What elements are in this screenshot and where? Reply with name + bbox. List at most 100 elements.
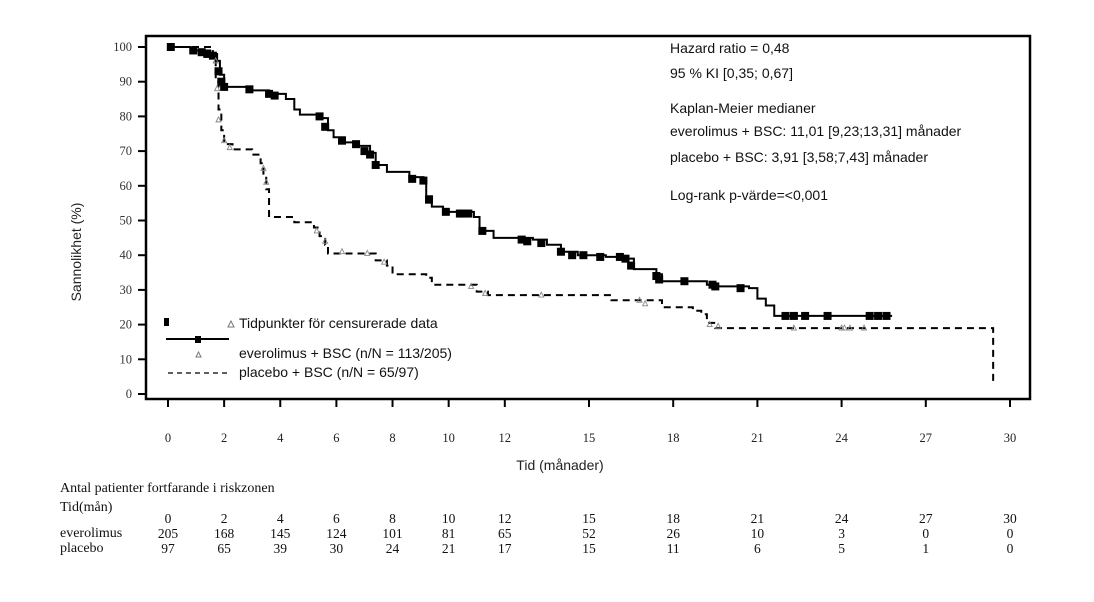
risk-value-cell: 145 xyxy=(270,526,291,541)
risk-value-cell: 39 xyxy=(273,541,288,556)
everolimus-censor-mark xyxy=(781,311,790,320)
risk-time-cell: 21 xyxy=(750,511,765,526)
risk-value-cell: 124 xyxy=(326,526,347,541)
y-axis: 0 10 20 30 40 50 60 70 80 90 100 xyxy=(113,40,146,401)
risk-value-cell: 3 xyxy=(838,526,845,541)
placebo-censor-mark xyxy=(364,249,371,256)
risk-time-cell: 8 xyxy=(389,511,396,526)
everolimus-censor-mark xyxy=(419,176,428,185)
x-tick-label: 12 xyxy=(499,431,512,445)
risk-value-cell: 0 xyxy=(1006,541,1014,556)
x-tick-label: 30 xyxy=(1004,431,1017,445)
x-tick-label: 15 xyxy=(583,431,596,445)
placebo-censor-mark xyxy=(790,324,798,331)
placebo-curve xyxy=(168,46,995,384)
risk-value-cell: 5 xyxy=(838,541,845,556)
everolimus-censor-mark xyxy=(265,89,274,98)
y-tick-label: 90 xyxy=(120,75,133,89)
risk-value-cell: 0 xyxy=(922,526,930,541)
y-tick-label: 80 xyxy=(120,109,133,123)
everolimus-censor-mark xyxy=(338,136,347,145)
everolimus-censor-mark xyxy=(458,209,467,218)
everolimus-censor-mark xyxy=(801,311,810,320)
risk-value-cell: 10 xyxy=(750,526,765,541)
everolimus-censor-mark xyxy=(736,284,745,293)
everolimus-curve xyxy=(168,46,893,317)
everolimus-censor-mark xyxy=(464,209,473,218)
placebo-censor-mark xyxy=(260,164,267,171)
x-tick-label: 24 xyxy=(835,431,848,445)
everolimus-censor-mark xyxy=(217,77,226,86)
risk-row-label-placebo: placebo xyxy=(60,541,104,556)
risk-time-cell: 6 xyxy=(333,511,340,526)
risk-value-cell: 101 xyxy=(382,526,403,541)
x-tick-label: 2 xyxy=(221,431,227,445)
risk-time-cell: 30 xyxy=(1003,511,1017,526)
everolimus-censor-mark xyxy=(615,252,624,261)
y-tick-label: 50 xyxy=(120,214,133,228)
x-tick-label: 21 xyxy=(751,431,764,445)
y-tick-label: 60 xyxy=(120,179,133,193)
risk-value-cell: 65 xyxy=(498,526,512,541)
risk-value-cell: 0 xyxy=(1006,526,1014,541)
legend-censor-label: Tidpunkter för censurerade data xyxy=(239,315,438,331)
risk-value-cell: 97 xyxy=(161,541,175,556)
legend-everolimus-label: everolimus + BSC (n/N = 113/205) xyxy=(239,345,452,361)
risk-time-cell: 15 xyxy=(582,511,596,526)
placebo-censor-mark xyxy=(841,324,848,331)
placebo-censor-mark xyxy=(321,237,329,244)
legend-censor-square-icon xyxy=(164,318,169,326)
legend-placebo-label: placebo + BSC (n/N = 65/97) xyxy=(239,364,419,380)
everolimus-censor-mark xyxy=(874,311,883,320)
y-tick-label: 100 xyxy=(113,40,132,54)
y-tick-label: 20 xyxy=(120,318,133,332)
legend-everolimus-marker-icon xyxy=(195,336,201,343)
placebo-censor-mark xyxy=(714,322,722,329)
x-tick-label: 10 xyxy=(442,431,455,445)
everolimus-censor-mark xyxy=(270,91,279,100)
everolimus-censor-mark xyxy=(441,207,450,216)
risk-value-cell: 24 xyxy=(385,541,400,556)
placebo-censor-mark xyxy=(467,282,475,289)
everolimus-censor-mark xyxy=(478,226,487,235)
risk-value-cell: 26 xyxy=(666,526,680,541)
placebo-censor-mark xyxy=(860,324,868,331)
risk-value-cell: 1 xyxy=(922,541,930,556)
x-axis-label: Tid (månader) xyxy=(516,457,603,473)
risk-time-cell: 18 xyxy=(666,511,680,526)
everolimus-censor-mark xyxy=(189,46,198,55)
x-tick-label: 8 xyxy=(389,431,395,445)
risk-time-cell: 0 xyxy=(164,511,172,526)
placebo-censor-mark xyxy=(846,324,854,331)
risk-value-cell: 15 xyxy=(582,541,596,556)
x-tick-label: 6 xyxy=(333,431,339,445)
everolimus-censor-mark xyxy=(352,140,361,149)
risk-time-cell: 24 xyxy=(834,511,849,526)
x-axis: 0 2 4 6 8 10 12 15 18 21 24 27 30 xyxy=(165,399,1016,445)
risk-value-cell: 17 xyxy=(498,541,512,556)
legend: Tidpunkter för censurerade data everolim… xyxy=(164,315,452,380)
y-tick-label: 30 xyxy=(120,283,133,297)
stats-annotation-line: placebo + BSC: 3,91 [3,58;7,43] månader xyxy=(670,149,928,165)
everolimus-censor-mark xyxy=(711,282,720,291)
stats-annotation-line: 95 % KI [0,35; 0,67] xyxy=(670,65,793,81)
stats-annotation-line: Log-rank p-värde=<0,001 xyxy=(670,187,828,203)
placebo-censor-mark xyxy=(212,56,219,64)
everolimus-censor-mark xyxy=(556,247,565,256)
placebo-censor-mark xyxy=(213,84,221,92)
risk-table-title: Antal patienter fortfarande i riskzonen xyxy=(60,481,275,496)
everolimus-censor-mark xyxy=(789,311,798,320)
legend-censor-triangle-icon xyxy=(227,319,235,328)
placebo-censor-mark xyxy=(706,320,713,328)
stats-annotation-line: Kaplan-Meier medianer xyxy=(670,100,816,116)
placebo-censor-mark xyxy=(380,258,388,265)
x-tick-label: 18 xyxy=(667,431,680,445)
everolimus-censor-mark xyxy=(621,254,630,263)
stats-annotation-line: everolimus + BSC: 11,01 [9,23;13,31] mån… xyxy=(670,123,962,139)
stats-annotation-line: Hazard ratio = 0,48 xyxy=(670,40,790,56)
everolimus-censor-mark xyxy=(680,277,689,286)
legend-placebo-triangle-icon xyxy=(195,350,202,358)
everolimus-censor-mark xyxy=(371,160,380,169)
risk-value-cell: 30 xyxy=(329,541,344,556)
everolimus-censor-mark xyxy=(655,275,664,284)
